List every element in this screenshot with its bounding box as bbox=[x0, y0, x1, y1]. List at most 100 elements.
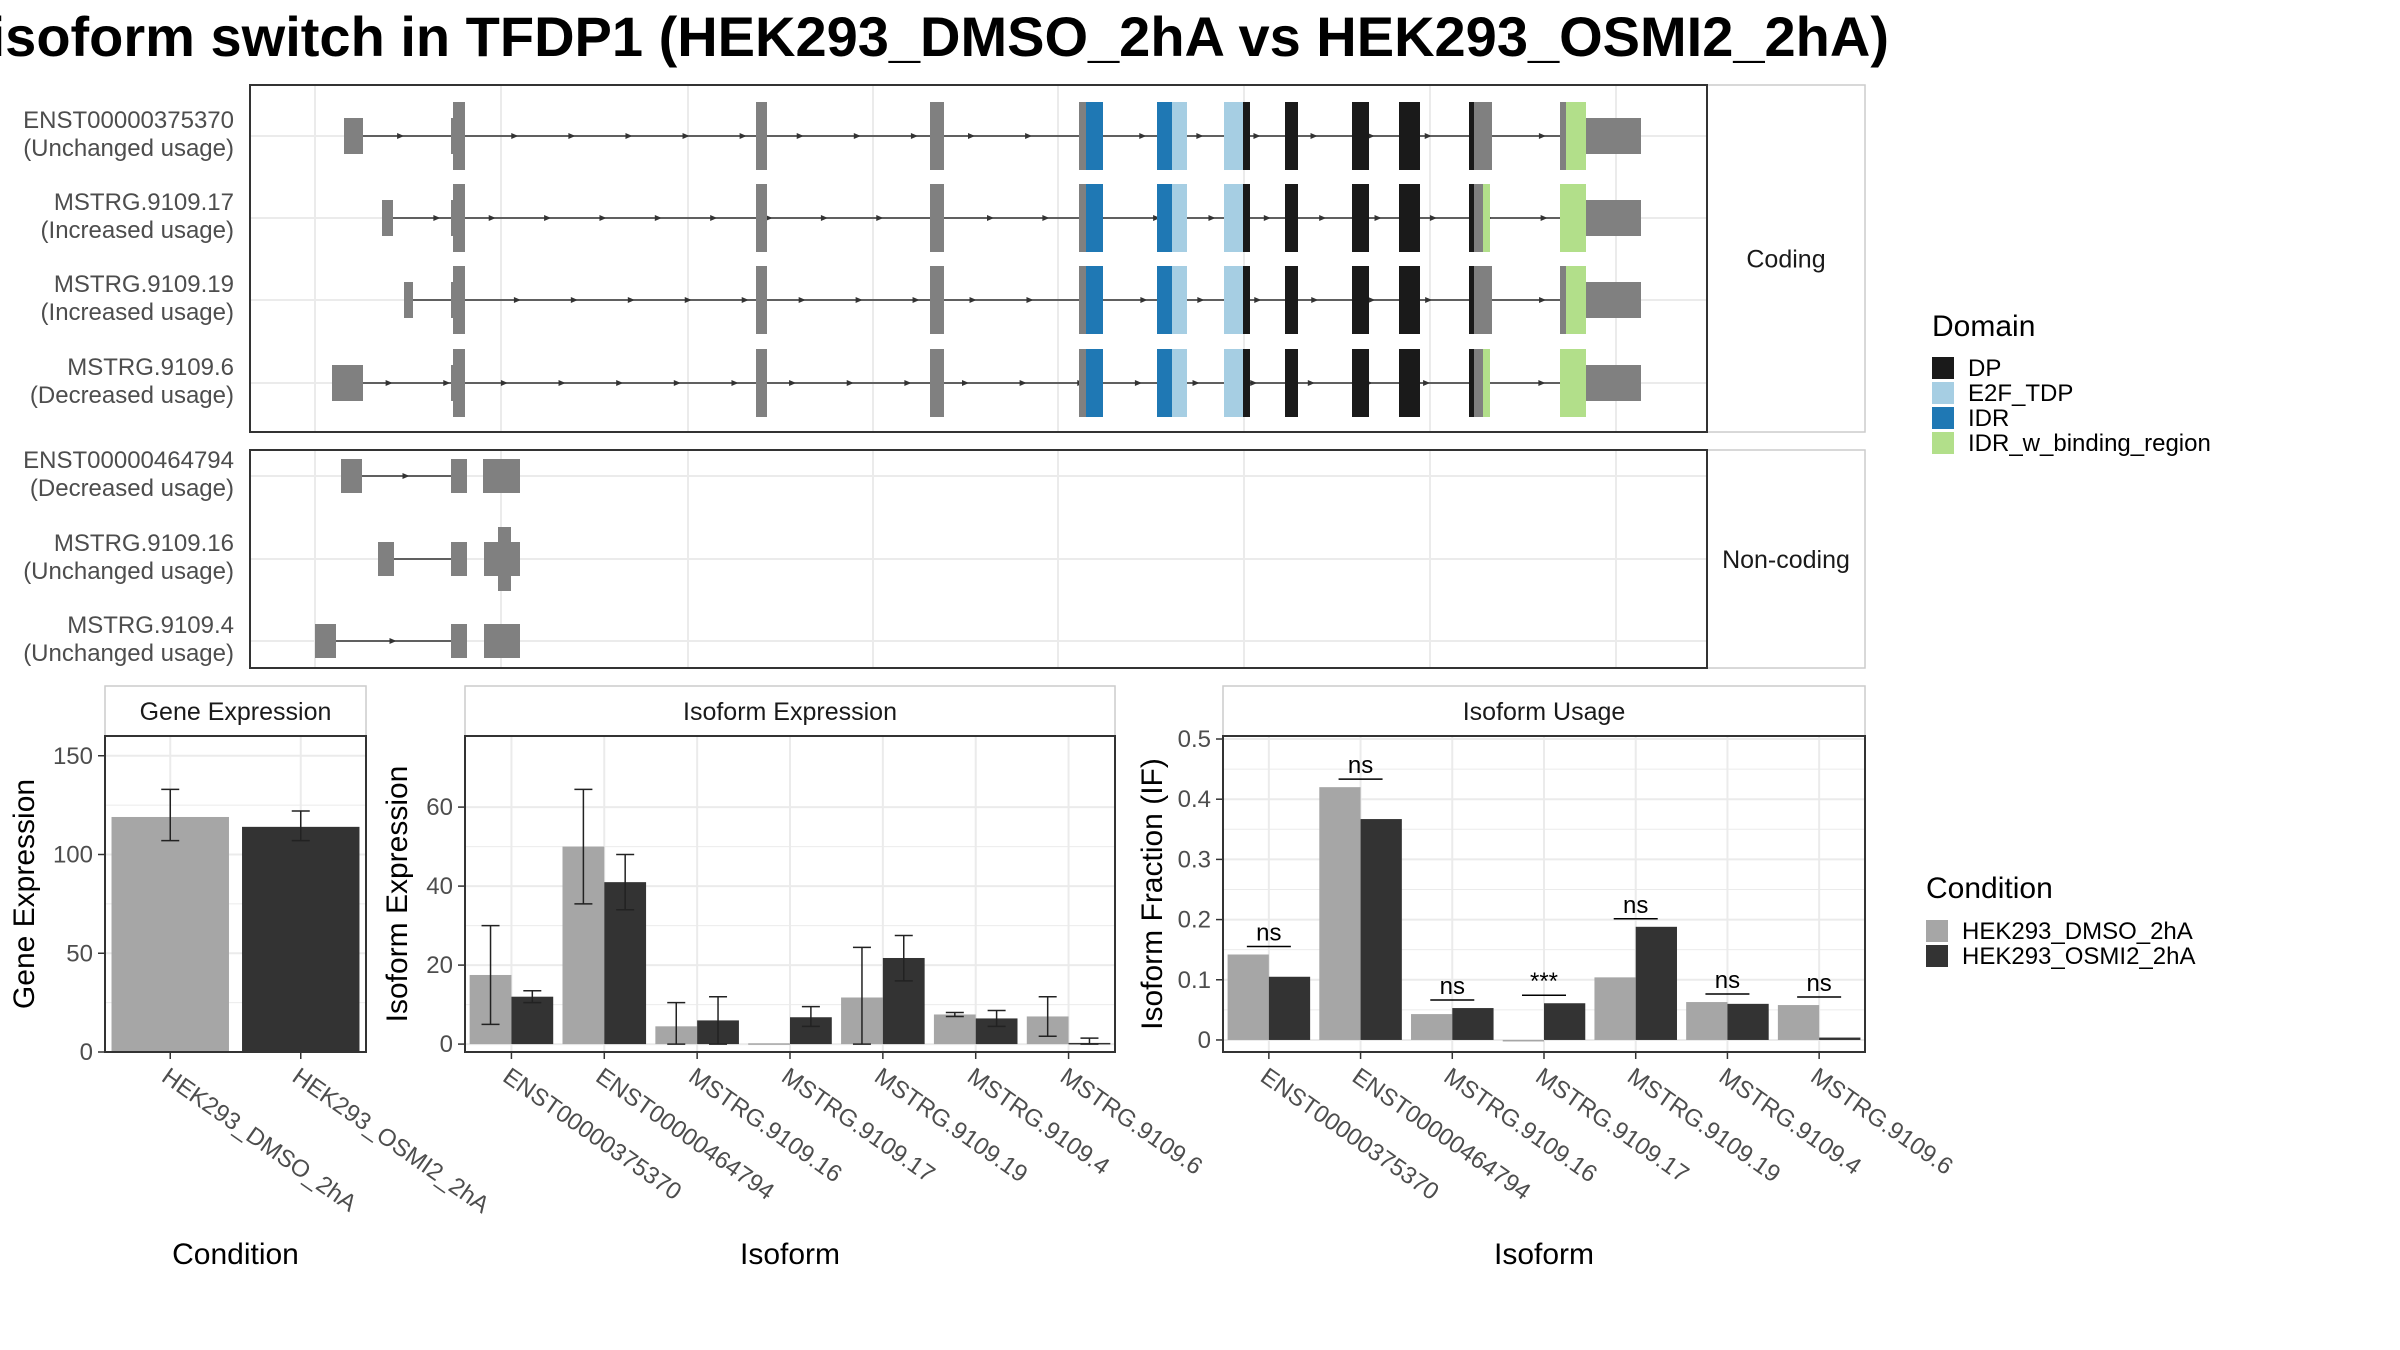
x-axis-title: Condition bbox=[172, 1238, 299, 1271]
cds-exon bbox=[1079, 184, 1086, 252]
domain-dp bbox=[1285, 102, 1298, 170]
isoform-usage-label: (Increased usage) bbox=[41, 299, 234, 326]
intron-arrow bbox=[1538, 133, 1546, 139]
domain-idr bbox=[1086, 266, 1103, 334]
domain-dp bbox=[1243, 349, 1250, 417]
intron-arrow bbox=[389, 638, 397, 644]
legend-label: HEK293_OSMI2_2hA bbox=[1962, 943, 2195, 970]
noncoding-exon bbox=[498, 527, 511, 591]
intron-arrow bbox=[1538, 380, 1546, 386]
utr-exon bbox=[404, 282, 413, 318]
chart-title: Isoform Expression bbox=[683, 698, 897, 726]
structure-panel-border bbox=[249, 449, 1708, 669]
isoform-id-label: MSTRG.9109.19 bbox=[54, 271, 234, 298]
intron-arrow bbox=[1208, 215, 1216, 221]
domain-dp bbox=[1469, 184, 1474, 252]
isoform-usage-label: (Unchanged usage) bbox=[23, 640, 234, 667]
domain-dp bbox=[1399, 184, 1420, 252]
noncoding-exon bbox=[315, 624, 336, 658]
intron-arrow bbox=[789, 380, 797, 386]
bar bbox=[1411, 1014, 1453, 1040]
bar bbox=[748, 1043, 790, 1045]
bar bbox=[1777, 1005, 1820, 1040]
isoform-usage-label: (Increased usage) bbox=[41, 217, 234, 244]
domain-dp bbox=[1399, 102, 1420, 170]
domain-e2f-tdp bbox=[1172, 349, 1187, 417]
x-tick-label: MSTRG.9109.16 bbox=[1439, 1063, 1602, 1188]
intron-arrow bbox=[673, 380, 681, 386]
utr-exon bbox=[344, 118, 363, 154]
chart-strip bbox=[1222, 685, 1866, 737]
cds-exon bbox=[756, 266, 767, 334]
bar bbox=[511, 996, 554, 1045]
structure-panel-border bbox=[249, 84, 1708, 433]
y-tick-label: 60 bbox=[426, 794, 453, 821]
intron-arrow bbox=[1026, 297, 1034, 303]
legend-label: IDR bbox=[1968, 405, 2009, 432]
utr-exon bbox=[1586, 118, 1641, 154]
domain-dp bbox=[1352, 102, 1369, 170]
intron-arrow bbox=[1250, 380, 1258, 386]
intron-arrow bbox=[1019, 380, 1027, 386]
domain-dp bbox=[1285, 349, 1298, 417]
domain-idr-binding bbox=[1483, 184, 1490, 252]
domain-dp bbox=[1243, 266, 1250, 334]
y-tick-label: 40 bbox=[426, 873, 453, 900]
noncoding-exon bbox=[341, 459, 362, 493]
isoform-id-label: MSTRG.9109.6 bbox=[67, 354, 234, 381]
domain-idr bbox=[1157, 266, 1172, 334]
legend-key-dp bbox=[1932, 357, 1954, 379]
cds-exon bbox=[930, 184, 944, 252]
x-tick-label: MSTRG.9109.17 bbox=[1531, 1063, 1694, 1188]
cds-exon bbox=[453, 349, 465, 417]
significance-label: ns bbox=[1440, 973, 1465, 1000]
y-tick-label: 0.4 bbox=[1178, 786, 1211, 813]
domain-dp bbox=[1243, 102, 1250, 170]
intron-arrow bbox=[739, 133, 747, 139]
intron-arrow bbox=[1254, 297, 1262, 303]
noncoding-exon bbox=[451, 624, 467, 658]
legend-title: Condition bbox=[1926, 872, 2053, 905]
domain-dp bbox=[1399, 349, 1420, 417]
intron-arrow bbox=[798, 297, 806, 303]
plot-border bbox=[104, 735, 367, 1053]
bar bbox=[1594, 977, 1636, 1040]
intron-arrow bbox=[1374, 215, 1382, 221]
cds-exon bbox=[756, 184, 767, 252]
bar bbox=[1819, 1037, 1861, 1040]
domain-idr bbox=[1086, 349, 1103, 417]
x-axis-title: Isoform bbox=[740, 1238, 840, 1271]
legend-title: Domain bbox=[1932, 310, 2035, 343]
intron-arrow bbox=[1139, 133, 1147, 139]
intron-arrow bbox=[599, 215, 607, 221]
utr-exon bbox=[1586, 365, 1641, 401]
domain-e2f-tdp bbox=[1224, 349, 1243, 417]
domain-dp bbox=[1352, 349, 1369, 417]
intron-arrow bbox=[1263, 215, 1271, 221]
x-tick-label: MSTRG.9109.17 bbox=[777, 1063, 940, 1188]
bar bbox=[242, 826, 360, 1052]
noncoding-exon bbox=[451, 542, 467, 576]
domain-dp bbox=[1285, 266, 1298, 334]
bar bbox=[1544, 1003, 1586, 1040]
intron-arrow bbox=[765, 215, 773, 221]
intron-arrow bbox=[820, 215, 828, 221]
intron-arrow bbox=[962, 380, 969, 386]
legend-key-idr_w_binding_region bbox=[1932, 432, 1954, 454]
cds-exon bbox=[1474, 266, 1492, 334]
x-axis-title: Isoform bbox=[1494, 1238, 1594, 1271]
cds-exon bbox=[756, 102, 767, 170]
structure-panel-bg bbox=[250, 85, 1707, 432]
gene-expression-chart: Gene Expression050100150HEK293_DMSO_2hAH… bbox=[8, 685, 494, 1271]
y-tick-label: 0 bbox=[80, 1039, 93, 1066]
intron-arrow bbox=[796, 133, 804, 139]
domain-dp bbox=[1399, 266, 1420, 334]
bar bbox=[1227, 954, 1269, 1040]
significance-label: ns bbox=[1348, 752, 1373, 779]
y-tick-label: 20 bbox=[426, 952, 453, 979]
significance-label: ns bbox=[1806, 970, 1831, 997]
domain-idr bbox=[1157, 102, 1172, 170]
